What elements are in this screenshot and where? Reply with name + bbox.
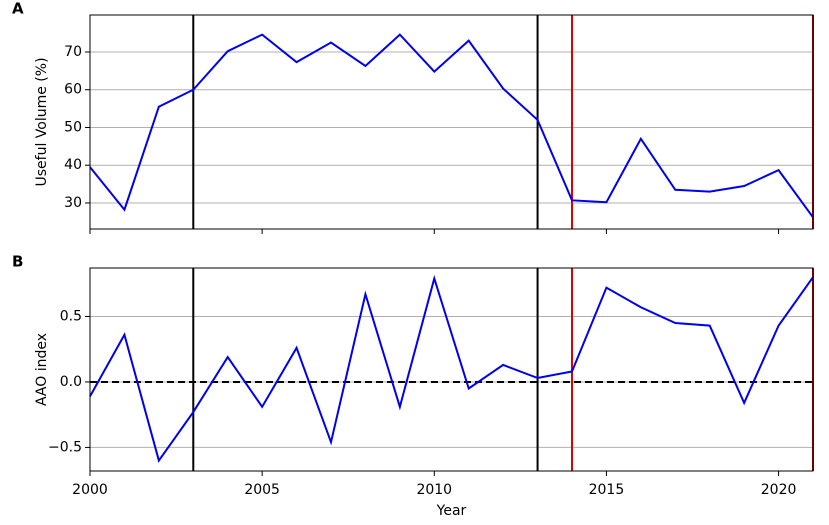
y-axis-label: AAO index xyxy=(34,333,50,406)
x-tick-label: 2020 xyxy=(761,482,797,498)
y-tick-label: 40 xyxy=(64,157,82,173)
y-tick-label: 0.5 xyxy=(60,308,82,324)
x-tick-label: 2000 xyxy=(72,482,108,498)
y-tick-label: 0.0 xyxy=(60,374,82,390)
y-tick-label: 70 xyxy=(64,44,82,60)
y-tick-label: 30 xyxy=(64,195,82,211)
panel-label: A xyxy=(12,0,24,18)
y-tick-label: 50 xyxy=(64,119,82,135)
plot-frame xyxy=(89,267,814,472)
x-tick-label: 2005 xyxy=(244,482,280,498)
y-axis-label: Useful Volume (%) xyxy=(34,57,50,186)
y-tick-label: −0.5 xyxy=(48,439,82,455)
y-tick-label: 60 xyxy=(64,82,82,98)
x-tick-label: 2015 xyxy=(589,482,625,498)
data-line xyxy=(89,33,814,218)
plot-frame xyxy=(89,14,814,230)
data-line xyxy=(89,274,814,463)
x-tick-label: 2010 xyxy=(416,482,452,498)
x-axis-label: Year xyxy=(436,503,467,519)
panel-label: B xyxy=(12,253,23,271)
